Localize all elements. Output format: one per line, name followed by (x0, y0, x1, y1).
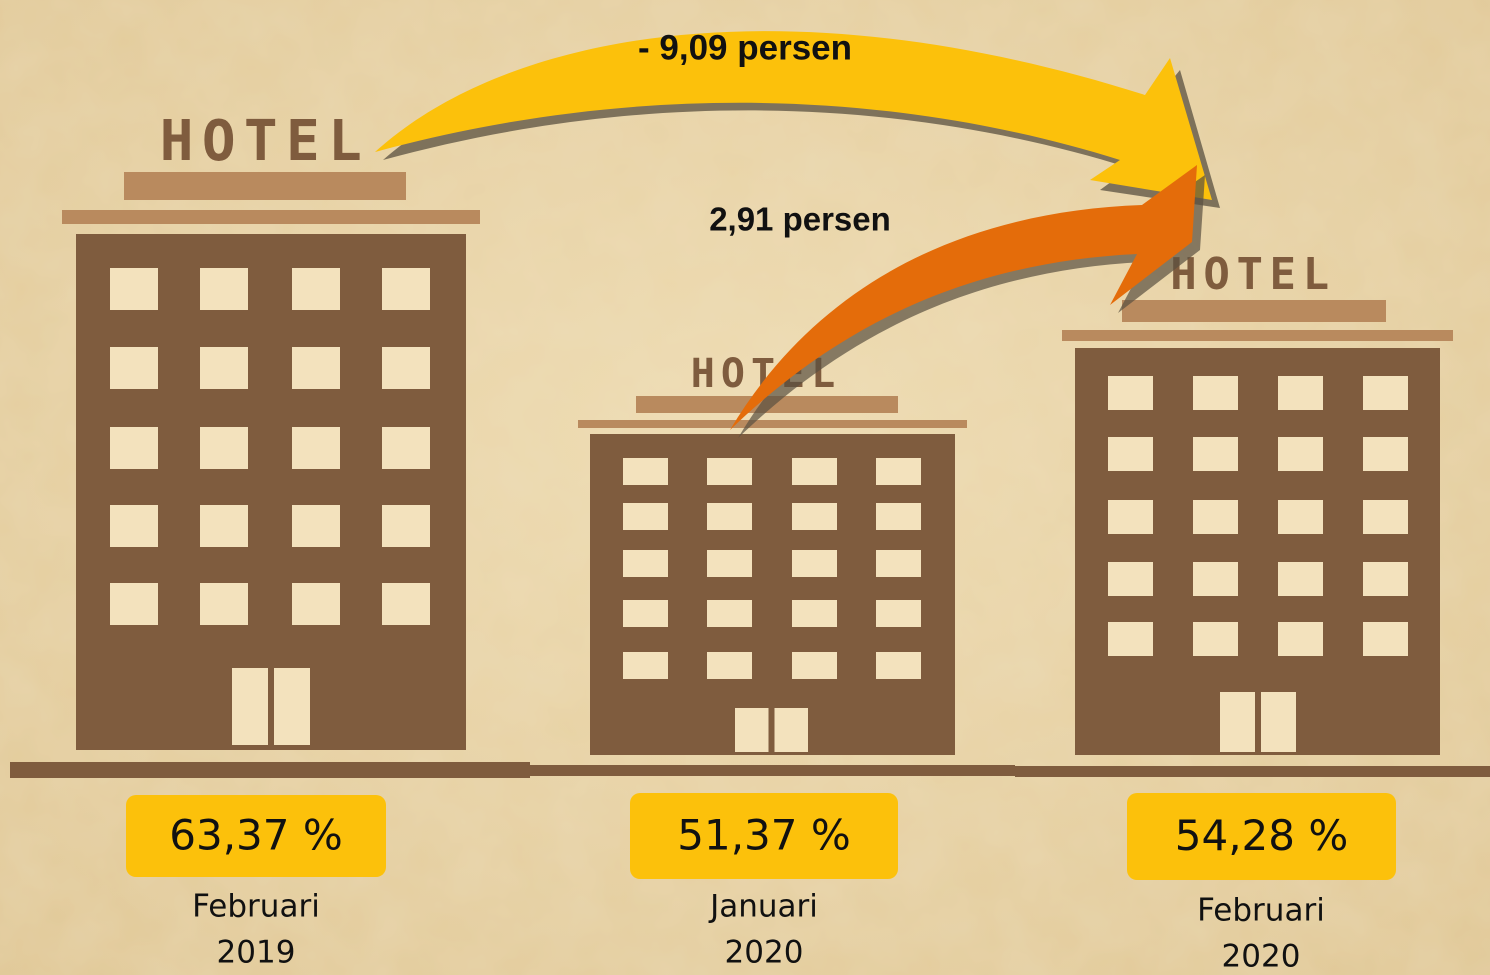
window (1193, 376, 1238, 410)
window (876, 652, 921, 679)
period-label: 2020 (1222, 939, 1301, 975)
window (792, 652, 837, 679)
window (876, 458, 921, 485)
window (292, 505, 340, 547)
window (292, 268, 340, 310)
window (200, 583, 248, 625)
period-label: Februari (192, 889, 320, 925)
ground (10, 762, 530, 778)
window (1278, 562, 1323, 596)
value-box (630, 793, 898, 879)
window (1363, 562, 1408, 596)
window (1193, 437, 1238, 471)
hotel: HOTEL 54,28 % Februari 2020 (1015, 249, 1490, 975)
hotel-sign: HOTEL (1170, 249, 1335, 300)
window (292, 427, 340, 469)
value-label: 54,28 % (1175, 811, 1349, 860)
door-split (268, 668, 274, 745)
window (110, 505, 158, 547)
window (200, 427, 248, 469)
window (382, 427, 430, 469)
door-split (768, 708, 775, 752)
door-split (1255, 692, 1261, 752)
window (623, 458, 668, 485)
window (876, 503, 921, 530)
window (1108, 437, 1153, 471)
window (1193, 562, 1238, 596)
value-label: 63,37 % (169, 811, 343, 860)
hotel: HOTEL 63,37 % Februari 2019 (10, 109, 530, 971)
arrows: - 9,09 persen 2,91 persen (375, 28, 1220, 438)
window (292, 583, 340, 625)
window (382, 347, 430, 389)
period-label: Januari (708, 889, 818, 925)
value-box (1127, 793, 1396, 880)
window (1193, 500, 1238, 534)
window (200, 268, 248, 310)
roof-slab (578, 420, 967, 428)
window (1278, 622, 1323, 656)
window (292, 347, 340, 389)
window (707, 458, 752, 485)
period-label: 2020 (725, 935, 804, 971)
window (1108, 562, 1153, 596)
roof-slab (1062, 330, 1453, 341)
roof-slab (62, 210, 480, 224)
sign-bar (124, 172, 406, 200)
period-label: 2019 (217, 935, 296, 971)
window (623, 503, 668, 530)
window (200, 505, 248, 547)
window (623, 550, 668, 577)
building-body (590, 434, 955, 755)
window (1363, 437, 1408, 471)
buildings: HOTEL 63,37 % Februari 2019 HOTEL 51,37 % Janu… (10, 109, 1490, 975)
sign-bar (1122, 300, 1386, 322)
window (707, 550, 752, 577)
window (792, 600, 837, 627)
window (110, 583, 158, 625)
window (1278, 437, 1323, 471)
arrow-decrease (375, 31, 1212, 200)
arrow-label: - 9,09 persen (638, 28, 852, 67)
ground (1015, 766, 1490, 777)
window (792, 458, 837, 485)
window (1193, 622, 1238, 656)
arrow-label: 2,91 persen (709, 201, 891, 238)
window (1363, 622, 1408, 656)
window (792, 503, 837, 530)
window (876, 600, 921, 627)
window (792, 550, 837, 577)
period-label: Februari (1197, 893, 1325, 929)
window (382, 505, 430, 547)
window (1108, 500, 1153, 534)
window (1278, 500, 1323, 534)
window (200, 347, 248, 389)
window (623, 652, 668, 679)
window (707, 600, 752, 627)
window (1363, 500, 1408, 534)
window (1108, 622, 1153, 656)
building-body (76, 234, 466, 750)
window (110, 347, 158, 389)
arrow-increase (730, 165, 1197, 430)
building-body (1075, 348, 1440, 755)
window (110, 427, 158, 469)
window (876, 550, 921, 577)
value-box (126, 795, 386, 877)
window (1108, 376, 1153, 410)
window (382, 583, 430, 625)
window (1363, 376, 1408, 410)
window (1278, 376, 1323, 410)
window (707, 652, 752, 679)
ground (530, 765, 1015, 776)
hotel-sign: HOTEL (160, 109, 371, 174)
window (707, 503, 752, 530)
window (623, 600, 668, 627)
window (382, 268, 430, 310)
window (110, 268, 158, 310)
value-label: 51,37 % (677, 811, 851, 860)
